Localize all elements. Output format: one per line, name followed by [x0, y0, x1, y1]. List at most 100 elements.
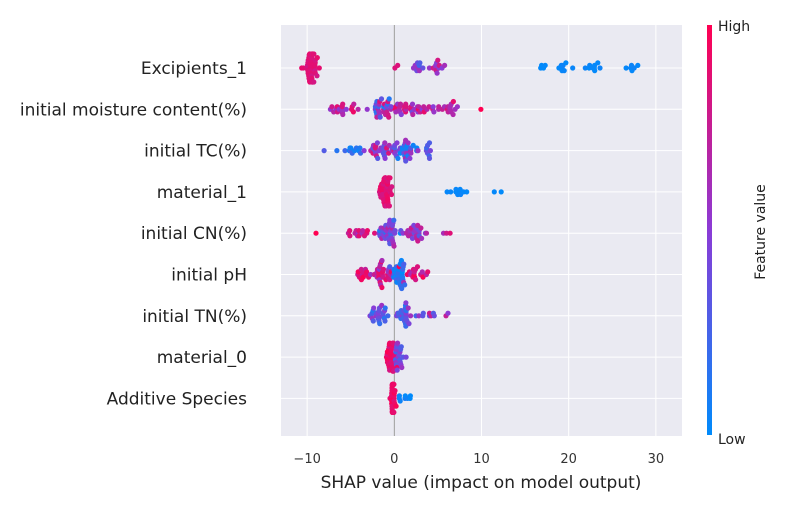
- feature-label-4: initial CN(%): [141, 224, 247, 244]
- shap-point-2-45: [394, 140, 400, 146]
- shap-point-3-40: [387, 175, 393, 181]
- shap-point-0-72: [542, 62, 548, 68]
- shap-point-1-20: [364, 106, 370, 112]
- colorbar-title: Feature value: [753, 184, 769, 280]
- shap-point-6-52: [420, 310, 426, 316]
- shap-point-3-44: [389, 184, 395, 190]
- shap-point-0-80: [570, 65, 576, 71]
- shap-point-5-72: [401, 261, 407, 267]
- feature-label-6: initial TN(%): [142, 307, 247, 327]
- shap-point-2-6: [348, 145, 354, 151]
- shap-point-1-96: [450, 111, 456, 118]
- x-tick-labels: −10 0 10 20 30: [293, 452, 664, 467]
- colorbar-low-label: Low: [718, 432, 746, 448]
- shap-point-1-59: [398, 111, 404, 118]
- shap-point-4-3: [347, 233, 353, 239]
- shap-point-3-39: [386, 203, 392, 209]
- shap-point-7-46: [398, 344, 404, 350]
- shap-point-6-46: [405, 305, 411, 311]
- shap-point-1-13: [340, 111, 346, 118]
- shap-point-1-65: [403, 104, 409, 110]
- shap-point-6-40: [403, 300, 409, 306]
- shap-point-0-95: [635, 62, 641, 68]
- shap-point-4-47: [391, 243, 397, 249]
- shap-point-4-60: [409, 235, 416, 241]
- shap-point-6-24: [385, 313, 391, 319]
- shap-point-8-41: [396, 393, 402, 399]
- shap-point-1-48: [386, 96, 392, 102]
- shap-point-4-46: [391, 217, 397, 223]
- shap-point-2-12: [357, 150, 364, 156]
- shap-point-7-38: [395, 340, 401, 346]
- shap-point-0-35: [311, 51, 317, 57]
- shap-point-6-47: [406, 321, 412, 327]
- shap-point-5-85: [414, 264, 421, 270]
- shap-point-2-23: [374, 140, 380, 146]
- shap-point-6-50: [416, 313, 422, 319]
- shap-point-7-49: [403, 354, 409, 360]
- x-tick-label-3: 20: [560, 452, 577, 467]
- x-axis-title: SHAP value (impact on model output): [321, 473, 642, 493]
- shap-point-5-40: [387, 264, 393, 270]
- shap-point-1-1: [329, 104, 335, 110]
- shap-point-0-55: [417, 60, 423, 66]
- shap-point-5-13: [368, 271, 374, 278]
- shap-point-2-0: [321, 148, 327, 154]
- shap-point-1-97: [450, 98, 456, 105]
- shap-point-4-75: [423, 230, 430, 236]
- shap-point-1-35: [378, 96, 385, 102]
- shap-point-6-23: [382, 305, 388, 311]
- shap-point-5-28: [379, 284, 385, 291]
- shap-point-6-6: [371, 305, 377, 311]
- shap-point-0-78: [561, 68, 567, 74]
- shap-point-2-13: [361, 148, 367, 154]
- feature-label-3: material_1: [157, 183, 247, 203]
- shap-point-0-34: [311, 79, 317, 85]
- shap-point-1-34: [377, 114, 383, 120]
- shap-point-5-64: [399, 285, 405, 292]
- shap-dots: [299, 51, 641, 415]
- shap-point-5-84: [413, 277, 419, 283]
- shap-point-1-83: [430, 104, 436, 110]
- shap-point-8-31: [391, 409, 397, 415]
- shap-point-2-72: [415, 148, 421, 154]
- shap-point-7-47: [399, 364, 405, 371]
- shap-point-1-17: [350, 109, 356, 115]
- shap-point-5-39: [387, 277, 393, 283]
- feature-label-0: Excipients_1: [141, 59, 247, 79]
- shap-point-0-68: [442, 62, 448, 68]
- shap-point-4-78: [447, 230, 453, 236]
- shap-point-2-78: [426, 140, 433, 146]
- shap-point-0-63: [434, 70, 440, 76]
- feature-label-2: initial TC(%): [144, 142, 247, 162]
- shap-point-0-44: [316, 65, 322, 71]
- feature-label-5: initial pH: [171, 266, 247, 286]
- x-tick-label-4: 30: [648, 452, 665, 467]
- shap-point-3-46: [448, 189, 454, 195]
- shap-point-0-90: [623, 65, 629, 71]
- shap-point-6-57: [431, 313, 437, 319]
- shap-point-1-58: [397, 101, 404, 107]
- shap-point-5-11: [364, 269, 370, 275]
- shap-point-4-72: [418, 225, 424, 231]
- shap-point-4-2: [347, 228, 353, 234]
- shap-point-0-94: [631, 65, 637, 71]
- shap-point-4-0: [313, 230, 319, 236]
- shap-point-3-45: [444, 189, 450, 195]
- shap-point-5-91: [425, 269, 431, 275]
- feature-label-1: initial moisture content(%): [20, 100, 247, 120]
- shap-point-0-46: [395, 62, 401, 68]
- shap-point-1-86: [436, 104, 442, 110]
- shap-point-2-80: [427, 148, 433, 154]
- shap-point-6-59: [445, 310, 451, 316]
- shap-point-1-50: [388, 104, 394, 110]
- shap-point-8-42: [397, 398, 403, 404]
- shap-point-2-2: [342, 148, 348, 154]
- shap-point-1-81: [426, 104, 432, 110]
- shap-point-2-79: [426, 155, 433, 161]
- shap-point-4-15: [372, 230, 378, 236]
- shap-point-0-79: [563, 60, 569, 66]
- shap-point-2-64: [405, 140, 411, 146]
